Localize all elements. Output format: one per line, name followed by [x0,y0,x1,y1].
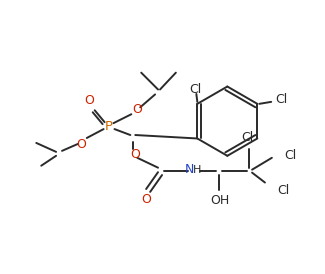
Text: OH: OH [210,194,229,207]
Text: P: P [105,120,112,133]
Text: O: O [132,103,142,116]
Text: O: O [130,148,140,161]
Text: Cl: Cl [189,84,202,96]
Text: O: O [141,193,151,206]
Text: Cl: Cl [241,130,253,144]
Text: O: O [76,138,86,152]
Text: O: O [84,94,94,107]
Text: Cl: Cl [285,149,297,162]
Text: N: N [185,163,194,176]
Text: H: H [192,165,201,175]
Text: Cl: Cl [277,184,289,197]
Text: Cl: Cl [275,93,287,106]
